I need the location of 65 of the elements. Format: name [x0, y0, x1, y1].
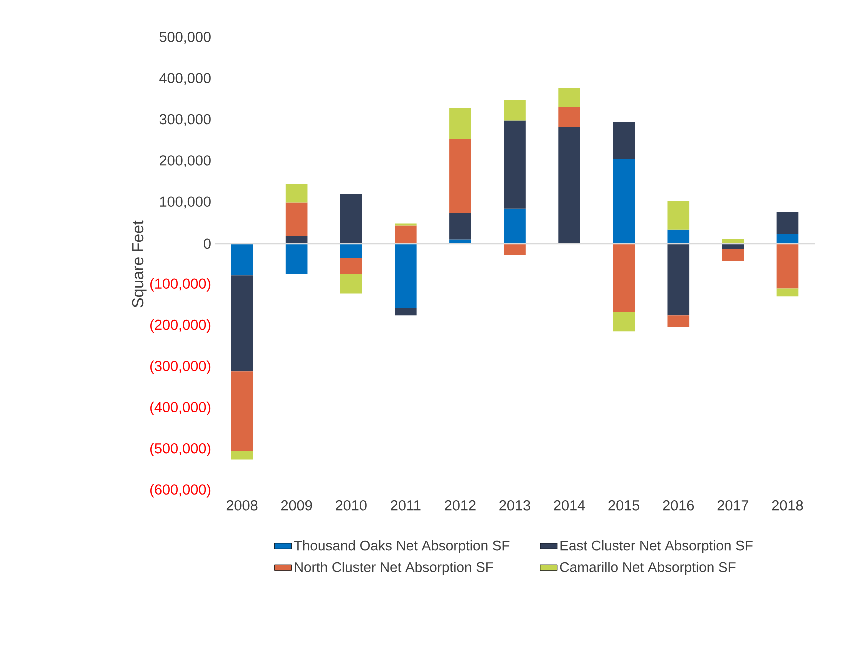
x-tick-label: 2013: [500, 500, 530, 511]
bar: [504, 100, 526, 121]
y-tick-label: 300,000: [160, 114, 211, 126]
bar: [231, 451, 254, 460]
x-tick-label: 2010: [336, 500, 367, 511]
y-tick-label: 500,000: [160, 32, 211, 44]
bar: [668, 244, 690, 316]
y-tick-label: 400,000: [160, 73, 211, 86]
x-tick-label: 2017: [718, 500, 749, 511]
x-tick-label: 2009: [281, 500, 312, 511]
bar: [340, 194, 362, 244]
bar: [558, 107, 580, 128]
bar: [668, 316, 690, 328]
x-tick-label: 2014: [554, 500, 586, 511]
x-tick-label: 2012: [445, 500, 476, 511]
bar: [504, 208, 526, 244]
bar: [450, 213, 472, 240]
bar: [231, 276, 254, 372]
bar: [286, 184, 308, 203]
bar: [613, 312, 636, 332]
bar: [504, 120, 526, 209]
bar: [504, 244, 526, 256]
bar: [450, 139, 472, 214]
bar: [340, 274, 362, 294]
bar: [776, 212, 799, 234]
bar: [722, 244, 744, 250]
y-tick-label: 200,000: [160, 156, 211, 168]
x-tick-label: 2011: [391, 500, 421, 511]
x-tick-label: 2015: [608, 500, 640, 511]
legend-label: North Cluster Net Absorption SF: [295, 562, 494, 576]
bar: [231, 372, 254, 452]
y-tick-label: (200,000): [150, 320, 211, 334]
bar: [776, 244, 799, 289]
y-tick-label: 100,000: [160, 196, 211, 209]
bar: [395, 308, 417, 316]
bar: [286, 244, 308, 274]
bar: [395, 226, 417, 244]
x-tick-label: 2018: [772, 500, 804, 511]
x-tick-label: 2016: [663, 500, 694, 511]
y-tick-label: (600,000): [150, 484, 211, 498]
bar: [395, 244, 417, 308]
bar: [558, 88, 580, 108]
bar: [231, 244, 254, 276]
y-tick-label: 0: [204, 238, 211, 250]
bar: [340, 244, 362, 258]
bar: [558, 127, 580, 244]
bar: [450, 108, 472, 140]
bar: [668, 230, 690, 244]
y-tick-label: (400,000): [150, 402, 211, 416]
legend-label: Camarillo Net Absorption SF: [560, 562, 736, 576]
y-axis-title: Square Feet: [132, 220, 147, 308]
y-tick-label: (100,000): [150, 278, 211, 292]
bar: [340, 258, 362, 274]
bar: [613, 244, 636, 312]
legend-label: Thousand Oaks Net Absorption SF: [294, 540, 510, 554]
bar: [776, 288, 799, 297]
legend-label: East Cluster Net Absorption SF: [560, 540, 753, 554]
bar: [722, 249, 744, 262]
y-tick-label: (300,000): [150, 360, 211, 374]
x-tick-label: 2008: [226, 500, 258, 511]
bar: [613, 122, 636, 160]
bar: [286, 202, 308, 236]
y-tick-label: (500,000): [150, 443, 211, 457]
bar: [613, 159, 636, 244]
bar: [668, 201, 690, 230]
